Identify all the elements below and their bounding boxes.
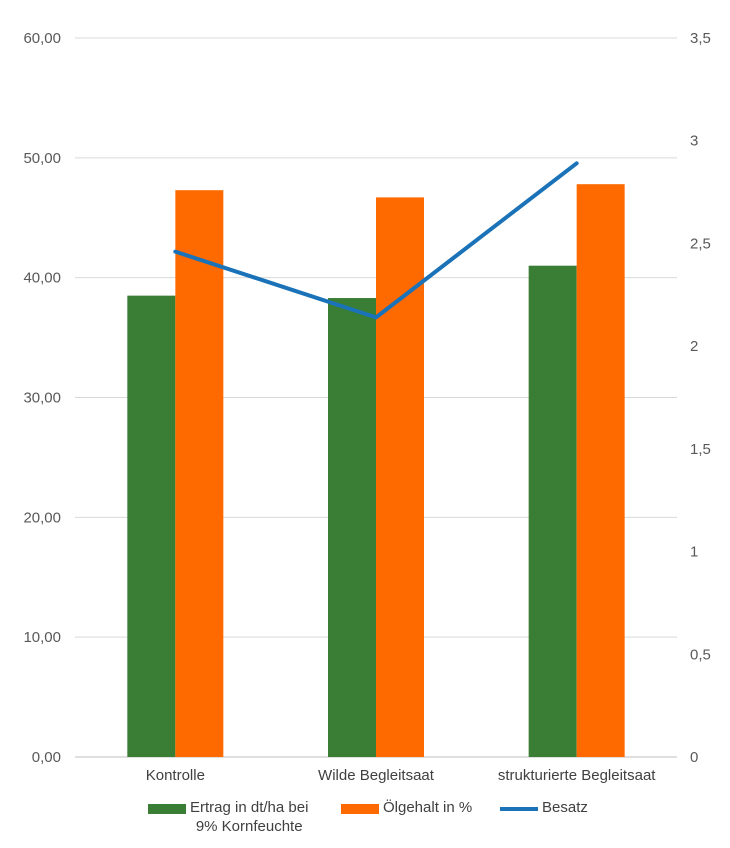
- right-tick-label: 3,5: [690, 30, 711, 47]
- right-tick-label: 0: [690, 749, 698, 766]
- left-tick-label: 10,00: [23, 629, 61, 646]
- left-tick-label: 40,00: [23, 270, 61, 287]
- bar-oelgehalt-2: [576, 184, 625, 758]
- bar-ertrag-0: [127, 295, 176, 757]
- bar-ertrag-1: [328, 298, 376, 757]
- legend-swatch-besatz: [500, 807, 538, 811]
- legend-label-besatz: Besatz: [542, 799, 588, 816]
- right-tick-label: 0,5: [690, 646, 711, 663]
- right-tick-label: 1,5: [690, 441, 711, 458]
- legend-swatch-ertrag: [148, 804, 186, 814]
- legend: Ertrag in dt/ha bei 9% Kornfeuchte Ölgeh…: [0, 798, 730, 848]
- right-tick-label: 3: [690, 133, 698, 150]
- left-axis-ticks: 0,00 10,00 20,00 30,00 40,00 50,00 60,00: [23, 30, 61, 766]
- category-label: strukturierte Begleitsaat: [498, 767, 656, 784]
- right-tick-label: 2,5: [690, 235, 711, 252]
- category-label: Wilde Begleitsaat: [318, 767, 435, 784]
- category-labels: Kontrolle Wilde Begleitsaat strukturierte …: [146, 767, 657, 784]
- bar-oelgehalt-0: [175, 190, 224, 757]
- right-axis-ticks: 0 0,5 1 1,5 2 2,5 3 3,5: [690, 30, 711, 766]
- bar-ertrag-2: [528, 265, 577, 757]
- legend-label-oelgehalt: Ölgehalt in %: [383, 799, 473, 816]
- right-tick-label: 1: [690, 544, 698, 561]
- legend-item-ertrag: Ertrag in dt/ha bei 9% Kornfeuchte: [148, 798, 308, 836]
- combo-chart: 0,00 10,00 20,00 30,00 40,00 50,00 60,00 0 0,5 1…: [23, 30, 711, 784]
- left-tick-label: 30,00: [23, 390, 61, 407]
- bars: [127, 184, 625, 758]
- legend-item-besatz: Besatz: [500, 798, 588, 817]
- left-tick-label: 60,00: [23, 30, 61, 47]
- legend-label-ertrag: Ertrag in dt/ha bei 9% Kornfeuchte: [190, 799, 309, 835]
- right-tick-label: 2: [690, 338, 698, 355]
- category-label: Kontrolle: [146, 767, 205, 784]
- left-tick-label: 0,00: [32, 749, 61, 766]
- besatz-line: [173, 161, 579, 320]
- left-tick-label: 50,00: [23, 150, 61, 167]
- legend-item-oelgehalt: Ölgehalt in %: [341, 798, 472, 817]
- left-tick-label: 20,00: [23, 509, 61, 526]
- legend-swatch-oelgehalt: [341, 804, 379, 814]
- besatz-line-group: [173, 161, 579, 320]
- bar-oelgehalt-1: [376, 197, 424, 758]
